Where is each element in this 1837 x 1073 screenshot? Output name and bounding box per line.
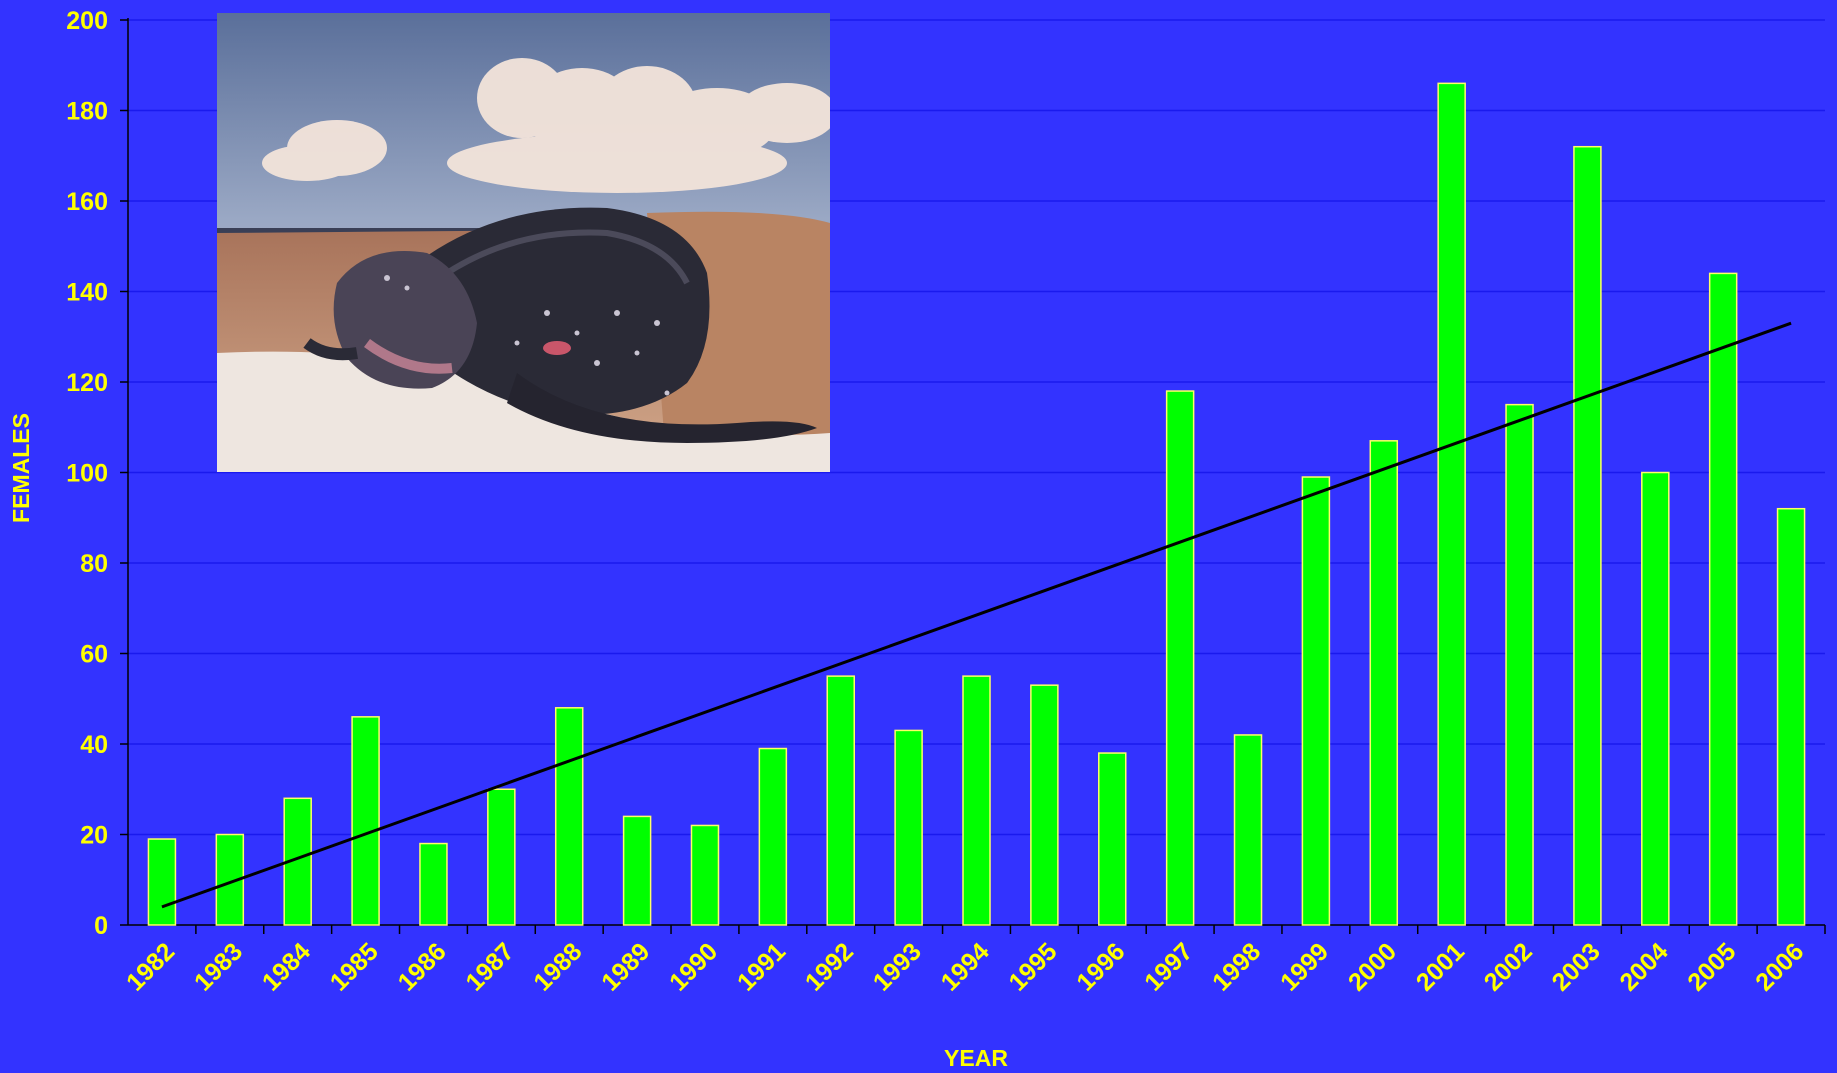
x-tick-label: 2002	[1479, 937, 1538, 996]
x-tick-label: 2006	[1750, 937, 1809, 996]
x-tick-label: 1985	[325, 937, 384, 996]
bar	[1573, 145, 1602, 926]
y-tick-label: 40	[80, 731, 108, 759]
bar	[147, 838, 177, 926]
x-tick-label: 1997	[1139, 937, 1198, 996]
bar	[1030, 684, 1059, 926]
y-tick-label: 180	[66, 98, 108, 126]
bar	[1641, 471, 1670, 926]
x-tick-label: 1996	[1071, 937, 1130, 996]
x-tick-label: 2003	[1547, 937, 1606, 996]
bar	[690, 824, 720, 926]
x-tick-label: 1998	[1207, 937, 1266, 996]
bar	[1505, 403, 1534, 926]
y-axis-ticks: 0 20 40 60 80 100 120 140 160 180 200	[66, 7, 1825, 940]
bar	[826, 675, 855, 926]
x-tick-label: 2004	[1614, 937, 1673, 996]
trendline	[161, 321, 1792, 909]
bar	[419, 842, 448, 926]
x-tick-label: 2005	[1682, 937, 1741, 996]
bars	[147, 82, 1806, 926]
bar	[554, 707, 584, 926]
bar	[758, 747, 788, 926]
bar	[894, 729, 923, 926]
y-axis-title: FEMALES	[8, 413, 34, 523]
x-axis-ticks: 1982 1983 1984 1985 1986 1987 1988 1989 1990 1991…	[121, 925, 1826, 997]
bar	[1369, 440, 1399, 926]
bar	[1165, 390, 1195, 926]
x-axis-title: YEAR	[944, 1045, 1008, 1071]
bar	[1776, 507, 1806, 926]
y-tick-label: 20	[80, 822, 108, 850]
x-tick-label: 1989	[596, 937, 655, 996]
y-tick-label: 200	[66, 7, 108, 35]
x-tick-label: 1984	[257, 937, 316, 996]
x-tick-label: 1982	[121, 937, 180, 996]
bar	[1233, 734, 1263, 926]
x-tick-label: 2000	[1343, 937, 1402, 996]
bar	[622, 815, 652, 926]
x-tick-label: 1987	[460, 937, 519, 996]
turtle-photo	[217, 13, 830, 472]
bar	[1098, 752, 1127, 926]
y-tick-label: 160	[66, 188, 108, 216]
y-tick-label: 120	[66, 369, 108, 397]
y-tick-label: 100	[66, 460, 108, 488]
x-tick-label: 1991	[732, 937, 791, 996]
x-tick-label: 1994	[936, 937, 995, 996]
x-tick-label: 1995	[1003, 937, 1062, 996]
y-tick-label: 80	[80, 550, 108, 578]
x-tick-label: 1990	[664, 937, 723, 996]
x-tick-label: 1992	[800, 937, 859, 996]
bar	[962, 675, 991, 926]
bar	[1437, 82, 1466, 926]
bar	[487, 788, 516, 926]
bar	[215, 833, 245, 926]
bar	[351, 716, 380, 926]
bar	[1708, 272, 1738, 926]
x-tick-label: 1983	[189, 937, 248, 996]
x-tick-label: 1986	[393, 937, 452, 996]
x-tick-label: 2001	[1411, 937, 1470, 996]
y-tick-label: 60	[80, 641, 108, 669]
x-tick-label: 1999	[1275, 937, 1334, 996]
bar	[1301, 476, 1331, 926]
x-tick-label: 1988	[528, 937, 587, 996]
y-tick-label: 140	[66, 279, 108, 307]
x-tick-label: 1993	[868, 937, 927, 996]
trend-line	[161, 321, 1792, 909]
y-tick-label: 0	[94, 912, 108, 940]
